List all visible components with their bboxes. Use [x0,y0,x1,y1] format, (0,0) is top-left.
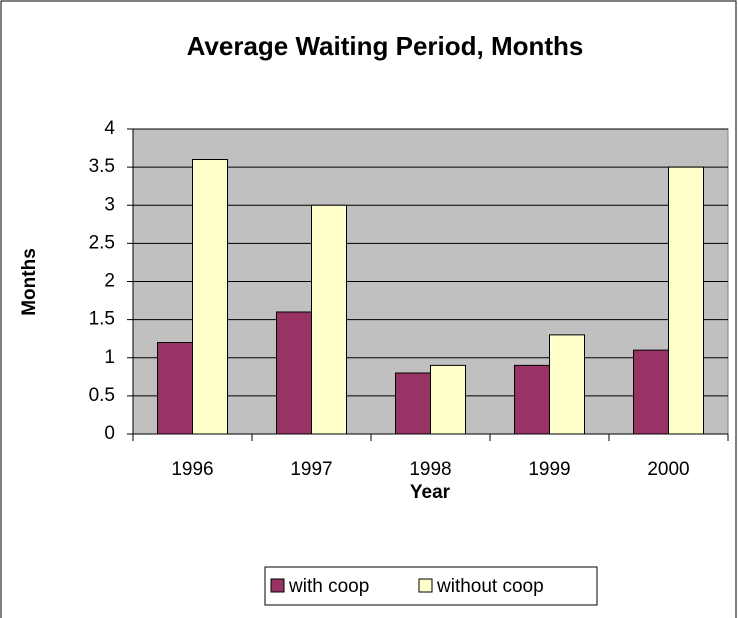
y-tick-label: 3 [104,194,115,215]
bar [549,334,585,435]
bar [157,342,193,435]
bar [430,364,466,435]
chart-title: Average Waiting Period, Months [187,31,584,61]
x-tick-label: 2000 [647,459,689,480]
legend-label: without coop [436,576,544,597]
legend-swatch [418,578,433,593]
y-tick-label: 1 [104,347,115,368]
x-tick-label: 1997 [290,459,332,480]
y-tick-label: 2 [104,271,115,292]
bar [311,204,347,435]
y-tick-label: 1.5 [89,309,115,330]
bar [514,364,550,435]
y-tick-label: 4 [104,118,115,139]
bar [276,311,312,435]
x-tick-label: 1999 [528,459,570,480]
legend-label: with coop [288,576,369,597]
y-tick-label: 0.5 [89,385,115,406]
y-axis-label: Months [19,248,40,316]
legend-swatch [270,578,285,593]
bar [668,166,704,435]
x-axis-label: Year [410,482,451,503]
bar [395,372,431,435]
bar [633,349,669,435]
bar [192,159,228,435]
x-tick-label: 1998 [409,459,451,480]
y-tick-label: 3.5 [89,156,115,177]
y-tick-label: 2.5 [89,232,115,253]
y-tick-label: 0 [104,423,115,444]
x-tick-label: 1996 [171,459,213,480]
